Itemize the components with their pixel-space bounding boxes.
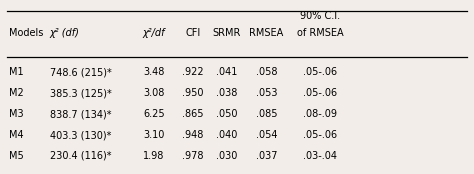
Text: 90% C.I.: 90% C.I.: [300, 11, 340, 21]
Text: Models: Models: [9, 28, 43, 38]
Text: M5: M5: [9, 151, 23, 161]
Text: M4: M4: [9, 130, 23, 140]
Text: .08-.09: .08-.09: [303, 109, 337, 119]
Text: .030: .030: [216, 151, 237, 161]
Text: 230.4 (116)*: 230.4 (116)*: [50, 151, 111, 161]
Text: .05-.06: .05-.06: [303, 88, 337, 98]
Text: M2: M2: [9, 88, 23, 98]
Text: 748.6 (215)*: 748.6 (215)*: [50, 68, 111, 77]
Text: .038: .038: [216, 88, 237, 98]
Text: .865: .865: [182, 109, 204, 119]
Text: 838.7 (134)*: 838.7 (134)*: [50, 109, 111, 119]
Text: 3.08: 3.08: [143, 88, 165, 98]
Text: of RMSEA: of RMSEA: [297, 28, 343, 38]
Text: .053: .053: [256, 88, 277, 98]
Text: M3: M3: [9, 109, 23, 119]
Text: .950: .950: [182, 88, 204, 98]
Text: .054: .054: [256, 130, 277, 140]
Text: .05-.06: .05-.06: [303, 130, 337, 140]
Text: .978: .978: [182, 151, 204, 161]
Text: 1.98: 1.98: [143, 151, 165, 161]
Text: .03-.04: .03-.04: [303, 151, 337, 161]
Text: .948: .948: [182, 130, 204, 140]
Text: .040: .040: [216, 130, 237, 140]
Text: χ² (df): χ² (df): [50, 28, 80, 38]
Text: .058: .058: [256, 68, 277, 77]
Text: .922: .922: [182, 68, 204, 77]
Text: M1: M1: [9, 68, 23, 77]
Text: 3.10: 3.10: [143, 130, 165, 140]
Text: .05-.06: .05-.06: [303, 68, 337, 77]
Text: 6.25: 6.25: [143, 109, 165, 119]
Text: RMSEA: RMSEA: [249, 28, 284, 38]
Text: .041: .041: [216, 68, 237, 77]
Text: SRMR: SRMR: [212, 28, 240, 38]
Text: .050: .050: [216, 109, 237, 119]
Text: .037: .037: [256, 151, 277, 161]
Text: 3.48: 3.48: [143, 68, 165, 77]
Text: CFI: CFI: [185, 28, 201, 38]
Text: χ²/df: χ²/df: [143, 28, 165, 38]
Text: 385.3 (125)*: 385.3 (125)*: [50, 88, 111, 98]
Text: .085: .085: [256, 109, 277, 119]
Text: 403.3 (130)*: 403.3 (130)*: [50, 130, 111, 140]
